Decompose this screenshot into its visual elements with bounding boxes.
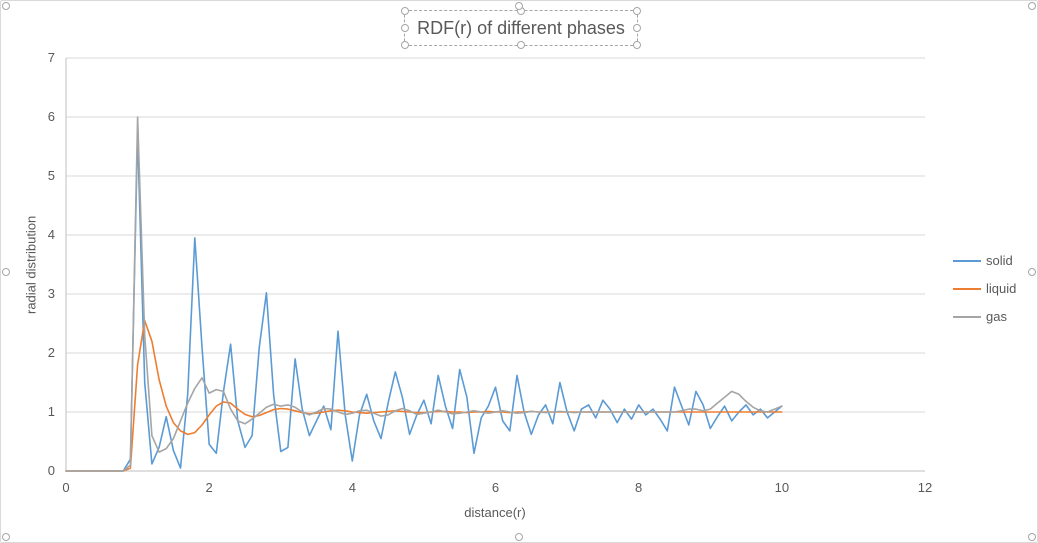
legend-item-gas[interactable]: gas bbox=[953, 309, 1016, 324]
y-tick-label: 2 bbox=[47, 345, 55, 360]
y-tick-label: 3 bbox=[47, 286, 55, 301]
legend-line-swatch-solid bbox=[953, 259, 981, 262]
chart-title: RDF(r) of different phases bbox=[417, 17, 625, 38]
x-axis-title[interactable]: distance(r) bbox=[464, 505, 526, 520]
y-tick-label: 1 bbox=[47, 404, 55, 419]
title-selection-handle[interactable] bbox=[401, 41, 409, 49]
y-tick-label: 5 bbox=[47, 168, 55, 183]
y-axis-title[interactable]: radial distribution bbox=[23, 215, 39, 314]
y-tick-label: 7 bbox=[47, 50, 55, 65]
x-tick-label: 12 bbox=[917, 480, 933, 495]
x-tick-label: 8 bbox=[635, 480, 643, 495]
chart-selection-handle[interactable] bbox=[2, 533, 10, 541]
x-tick-label: 0 bbox=[62, 480, 70, 495]
x-tick-label: 6 bbox=[491, 480, 500, 495]
series-line-solid[interactable] bbox=[65, 132, 783, 472]
title-selection-handle[interactable] bbox=[633, 24, 641, 32]
legend-line-swatch-gas bbox=[953, 315, 981, 318]
series-line-gas[interactable] bbox=[65, 116, 783, 472]
legend-line-swatch-liquid bbox=[953, 287, 981, 290]
legend-label: liquid bbox=[986, 281, 1017, 296]
chart-selection-handle[interactable] bbox=[515, 2, 523, 10]
y-tick-label: 6 bbox=[47, 109, 55, 124]
chart-selection-handle[interactable] bbox=[1028, 533, 1036, 541]
chart-selection-handle[interactable] bbox=[1028, 2, 1036, 10]
legend-label: solid bbox=[986, 253, 1013, 268]
title-selection-handle[interactable] bbox=[633, 7, 641, 15]
chart-title-box[interactable]: RDF(r) of different phases bbox=[401, 7, 641, 49]
title-selection-handle[interactable] bbox=[401, 7, 409, 15]
x-tick-label: 4 bbox=[348, 480, 356, 495]
legend-label: gas bbox=[986, 309, 1007, 324]
chart-selection-handle[interactable] bbox=[2, 2, 10, 10]
title-selection-handle[interactable] bbox=[633, 41, 641, 49]
title-selection-handle[interactable] bbox=[517, 41, 525, 49]
legend-item-solid[interactable]: solid bbox=[953, 253, 1016, 268]
x-tick-label: 10 bbox=[774, 480, 790, 495]
y-tick-label: 4 bbox=[47, 227, 55, 242]
legend-item-liquid[interactable]: liquid bbox=[953, 281, 1016, 296]
x-tick-label: 2 bbox=[205, 480, 213, 495]
chart-selection-handle[interactable] bbox=[515, 533, 523, 541]
legend[interactable]: solid liquid gas bbox=[953, 253, 1016, 324]
title-selection-handle[interactable] bbox=[401, 24, 409, 32]
y-tick-label: 0 bbox=[47, 463, 55, 478]
chart-selection-handle[interactable] bbox=[2, 267, 10, 276]
chart-selection-handle[interactable] bbox=[1028, 267, 1036, 276]
